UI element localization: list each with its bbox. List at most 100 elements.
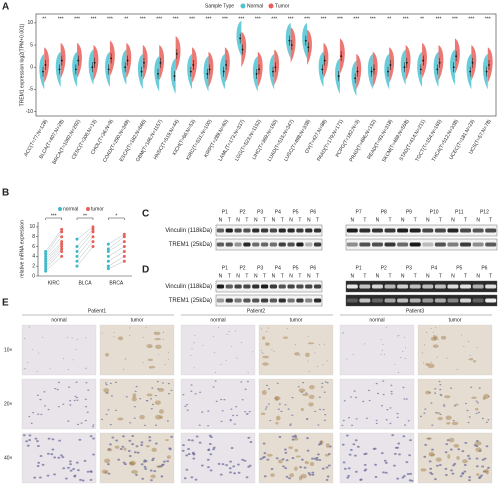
nucleus <box>291 414 294 416</box>
pair-line <box>45 246 62 264</box>
nucleus <box>135 385 138 388</box>
nucleus <box>156 380 159 383</box>
significance: ** <box>420 16 424 22</box>
nucleus <box>291 435 295 438</box>
significance: ** <box>83 213 87 219</box>
median-dot <box>192 64 195 66</box>
ihc-image <box>258 324 334 376</box>
nucleus <box>460 334 463 336</box>
nucleus <box>402 435 406 438</box>
nucleus <box>367 389 370 392</box>
ihc-image <box>99 378 175 430</box>
nucleus <box>354 396 357 399</box>
nucleus <box>363 343 366 345</box>
band <box>485 298 497 303</box>
dot <box>44 249 48 253</box>
nucleus <box>319 441 323 444</box>
nucleus <box>382 343 384 345</box>
patient-label: P12 <box>480 209 489 215</box>
band <box>409 284 421 289</box>
half-violin <box>471 45 477 81</box>
legend-entry: Normal <box>247 3 263 9</box>
nucleus <box>92 437 95 440</box>
nucleus <box>107 472 111 475</box>
nucleus <box>182 393 185 396</box>
nucleus <box>186 409 189 411</box>
nucleus <box>140 441 144 444</box>
nucleus <box>92 453 95 456</box>
stain <box>302 393 309 397</box>
dot <box>60 254 64 258</box>
nucleus <box>248 464 252 467</box>
nucleus <box>33 476 37 479</box>
nucleus <box>365 417 368 420</box>
stain <box>462 459 468 464</box>
nucleus <box>105 413 108 416</box>
nucleus <box>265 406 268 408</box>
median-dot <box>241 48 244 51</box>
nucleus <box>300 458 304 461</box>
nucleus <box>352 443 356 446</box>
significance: *** <box>74 16 80 22</box>
band <box>278 228 286 233</box>
stain <box>469 357 474 361</box>
nucleus <box>162 460 166 463</box>
nucleus <box>487 419 490 421</box>
half-violin <box>417 51 423 88</box>
pair-line <box>76 229 94 247</box>
stain <box>309 384 315 390</box>
nucleus <box>231 345 233 347</box>
dot <box>60 235 64 239</box>
nucleus <box>422 362 425 364</box>
dot <box>106 264 110 268</box>
nucleus <box>308 371 310 372</box>
nucleus <box>123 463 127 466</box>
lane-label: N <box>236 217 240 223</box>
lane-label: N <box>376 273 380 279</box>
band <box>234 298 242 303</box>
median-dot <box>438 61 441 64</box>
nucleus <box>140 463 144 466</box>
stain <box>435 457 442 462</box>
nucleus <box>281 458 285 461</box>
nucleus <box>397 442 401 445</box>
pair-line <box>76 231 94 252</box>
nucleus <box>368 399 371 402</box>
band <box>252 284 260 289</box>
half-violin <box>482 53 488 90</box>
nucleus <box>49 367 51 369</box>
patient-label: P2 <box>381 265 387 271</box>
nucleus <box>284 451 288 454</box>
lane-label: N <box>350 217 354 223</box>
nucleus <box>61 456 65 459</box>
lane-label: N <box>376 217 380 223</box>
nucleus <box>28 326 30 328</box>
nucleus <box>467 341 470 342</box>
lane-label: T <box>228 273 231 279</box>
column-label: tumor <box>290 317 303 323</box>
nucleus <box>342 461 346 464</box>
median-dot <box>60 59 63 62</box>
lane-label: T <box>298 217 301 223</box>
stain <box>132 393 137 398</box>
stain <box>131 469 138 474</box>
nucleus <box>212 446 216 449</box>
half-violin <box>257 51 263 88</box>
nucleus <box>311 457 314 460</box>
band <box>287 242 295 247</box>
nucleus <box>266 458 270 461</box>
nucleus <box>168 351 170 353</box>
nucleus <box>377 392 380 395</box>
nucleus <box>259 458 263 461</box>
nucleus <box>284 467 288 470</box>
band <box>422 298 434 303</box>
band <box>305 242 313 247</box>
nucleus <box>185 454 189 457</box>
nucleus <box>348 453 352 456</box>
nucleus <box>248 410 251 413</box>
median-dot <box>208 68 211 71</box>
nucleus <box>129 327 131 329</box>
nucleus <box>341 424 344 427</box>
nucleus <box>64 477 68 480</box>
blot-strip <box>345 238 498 251</box>
